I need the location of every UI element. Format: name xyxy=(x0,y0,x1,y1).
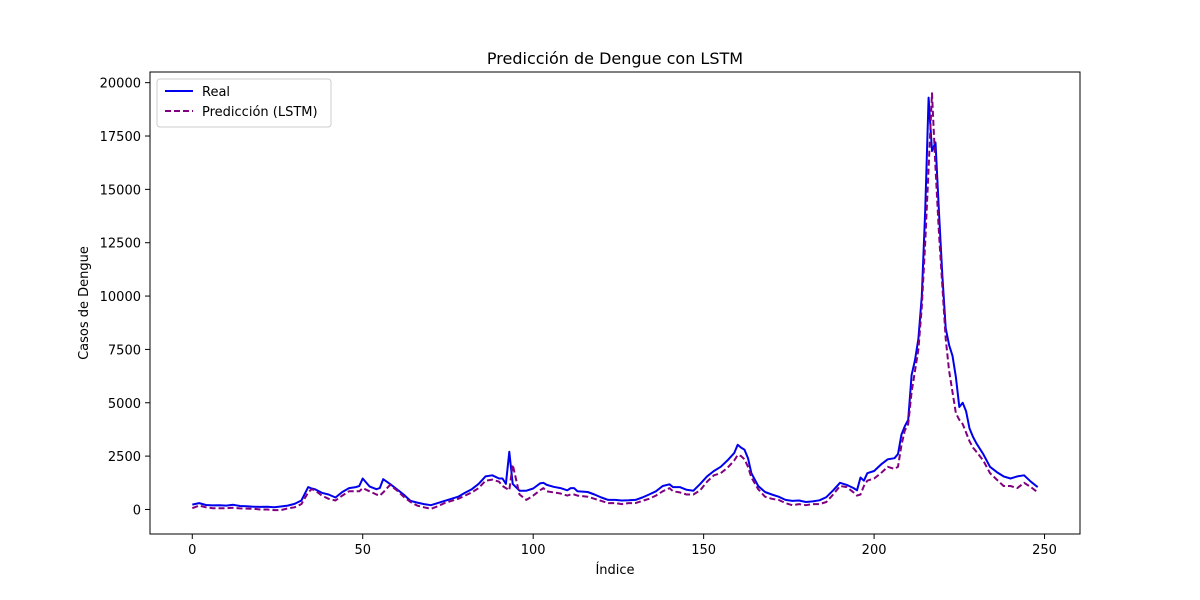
legend-box xyxy=(156,78,332,128)
y-tick-label: 0 xyxy=(133,503,141,518)
x-tick-label: 200 xyxy=(862,543,887,558)
legend-label-real: Real xyxy=(202,85,230,100)
x-tick-label: 100 xyxy=(521,543,546,558)
y-tick-label: 10000 xyxy=(100,290,141,305)
plot-background xyxy=(150,72,1080,534)
legend-label-prediction: Predicción (LSTM) xyxy=(202,105,318,120)
y-tick-label: 7500 xyxy=(108,343,141,358)
y-tick-label: 5000 xyxy=(108,397,141,412)
legend: Real Predicción (LSTM) xyxy=(156,78,332,128)
y-tick-label: 12500 xyxy=(100,237,141,252)
x-tick-label: 150 xyxy=(691,543,716,558)
plot-frame xyxy=(149,71,1081,535)
y-tick-label: 2500 xyxy=(108,450,141,465)
y-tick-label: 20000 xyxy=(100,77,141,92)
y-axis: 0 2500 5000 7500 10000 12500 15000 17500 20000 xyxy=(100,77,150,518)
x-axis-label: Índice xyxy=(595,562,634,578)
y-tick-label: 15000 xyxy=(100,183,141,198)
x-axis: 0 50 100 150 200 250 xyxy=(188,534,1057,558)
x-tick-label: 250 xyxy=(1032,543,1057,558)
series-layer xyxy=(191,92,1039,512)
x-tick-label: 0 xyxy=(188,543,196,558)
x-tick-label: 50 xyxy=(354,543,371,558)
chart-title: Predicción de Dengue con LSTM xyxy=(487,49,743,68)
plot-area xyxy=(149,71,1081,535)
y-axis-label: Casos de Dengue xyxy=(77,246,92,360)
series-line-prediction xyxy=(191,92,1039,512)
y-tick-label: 17500 xyxy=(100,130,141,145)
